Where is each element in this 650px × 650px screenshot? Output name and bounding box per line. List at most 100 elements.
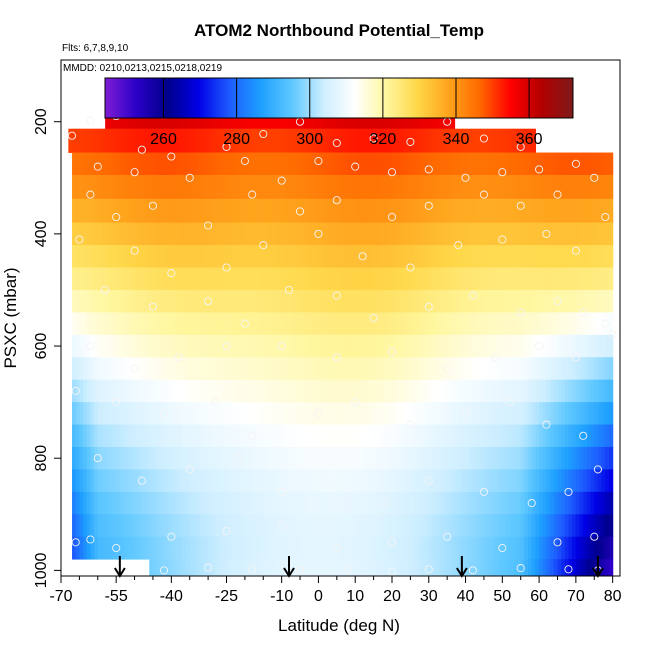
heatmap-cell	[561, 424, 566, 448]
heatmap-cell	[141, 536, 147, 560]
heatmap-cell	[270, 469, 275, 493]
heatmap-cell	[160, 174, 165, 200]
heatmap-cell	[156, 447, 161, 470]
heatmap-cell	[152, 379, 158, 403]
heatmap-cell	[476, 222, 481, 246]
heatmap-cell	[163, 469, 169, 493]
heatmap-cell	[410, 245, 415, 268]
heatmap-cell	[263, 559, 268, 576]
heatmap-cell	[539, 267, 544, 291]
heatmap-cell	[167, 245, 172, 268]
heatmap-cell	[428, 152, 434, 176]
heatmap-cell	[215, 152, 220, 176]
heatmap-cell	[248, 379, 253, 403]
heatmap-cell	[200, 174, 206, 200]
heatmap-cell	[410, 334, 415, 358]
heatmap-cell	[417, 128, 423, 153]
heatmap-cell	[226, 152, 231, 176]
heatmap-cell	[311, 469, 316, 493]
heatmap-cell	[358, 152, 364, 176]
heatmap-cell	[292, 559, 297, 576]
heatmap-cell	[403, 222, 408, 246]
heatmap-cell	[564, 402, 570, 425]
heatmap-cell	[572, 536, 577, 560]
heatmap-cell	[414, 379, 419, 403]
heatmap-cell	[241, 128, 246, 153]
heatmap-cell	[116, 289, 121, 313]
heatmap-cell	[391, 379, 397, 403]
heatmap-cell	[351, 559, 356, 576]
heatmap-cell	[230, 536, 235, 560]
sample-point	[387, 168, 397, 177]
heatmap-cell	[373, 491, 378, 515]
heatmap-cell	[476, 334, 481, 358]
heatmap-cell	[226, 334, 231, 358]
heatmap-cell	[329, 402, 334, 425]
heatmap-cell	[366, 128, 371, 153]
heatmap-cell	[123, 334, 128, 358]
heatmap-cell	[329, 514, 334, 538]
heatmap-cell	[116, 469, 121, 493]
heatmap-cell	[178, 536, 183, 560]
heatmap-cell	[517, 514, 522, 538]
heatmap-cell	[182, 536, 187, 560]
heatmap-cell	[149, 559, 154, 576]
heatmap-cell	[329, 379, 334, 403]
heatmap-cell	[605, 536, 610, 560]
heatmap-cell	[579, 222, 584, 246]
heatmap-cell	[436, 289, 441, 313]
heatmap-cell	[270, 289, 275, 313]
heatmap-cell	[439, 559, 445, 576]
heatmap-cell	[75, 469, 80, 493]
heatmap-cell	[285, 222, 290, 246]
heatmap-cell	[123, 536, 128, 560]
heatmap-cell	[355, 267, 360, 291]
heatmap-cell	[112, 245, 117, 268]
heatmap-cell	[296, 357, 301, 381]
heatmap-cell	[476, 245, 481, 268]
heatmap-cell	[259, 128, 264, 153]
heatmap-cell	[575, 491, 581, 515]
heatmap-cell	[141, 379, 147, 403]
sample-point	[240, 156, 249, 166]
sample-point	[137, 145, 146, 154]
heatmap-cell	[233, 128, 239, 153]
heatmap-cell	[542, 379, 548, 403]
heatmap-cell	[274, 267, 279, 291]
heatmap-cell	[255, 447, 261, 470]
heatmap-cell	[421, 514, 426, 538]
heatmap-cell	[531, 447, 537, 470]
heatmap-cell	[465, 312, 470, 336]
heatmap-cell	[90, 245, 95, 268]
x-axis-title: Latitude (deg N)	[278, 616, 400, 635]
heatmap-cell	[564, 447, 570, 470]
heatmap-cell	[156, 222, 161, 246]
heatmap-cell	[425, 559, 430, 576]
heatmap-cell	[380, 379, 386, 403]
heatmap-cell	[303, 222, 308, 246]
heatmap-cell	[263, 379, 268, 403]
heatmap-cell	[380, 402, 386, 425]
heatmap-cell	[138, 289, 143, 313]
heatmap-cell	[197, 357, 202, 381]
heatmap-cell	[325, 447, 331, 470]
x-tick-label: 70	[567, 588, 585, 605]
heatmap-cell	[141, 402, 147, 425]
heatmap-cell	[509, 245, 514, 268]
heatmap-cell	[322, 334, 327, 358]
sample-point	[461, 173, 470, 182]
heatmap-cell	[204, 174, 209, 200]
heatmap-cell	[575, 357, 581, 381]
heatmap-cell	[215, 198, 220, 224]
heatmap-cell	[204, 402, 209, 425]
heatmap-cell	[572, 379, 577, 403]
heatmap-cell	[222, 491, 228, 515]
heatmap-cell	[255, 402, 261, 425]
heatmap-cell	[197, 559, 202, 576]
heatmap-cell	[307, 128, 312, 153]
heatmap-cell	[182, 222, 187, 246]
heatmap-cell	[204, 289, 209, 313]
heatmap-cell	[575, 559, 581, 576]
heatmap-cell	[347, 222, 353, 246]
heatmap-cell	[480, 289, 485, 313]
